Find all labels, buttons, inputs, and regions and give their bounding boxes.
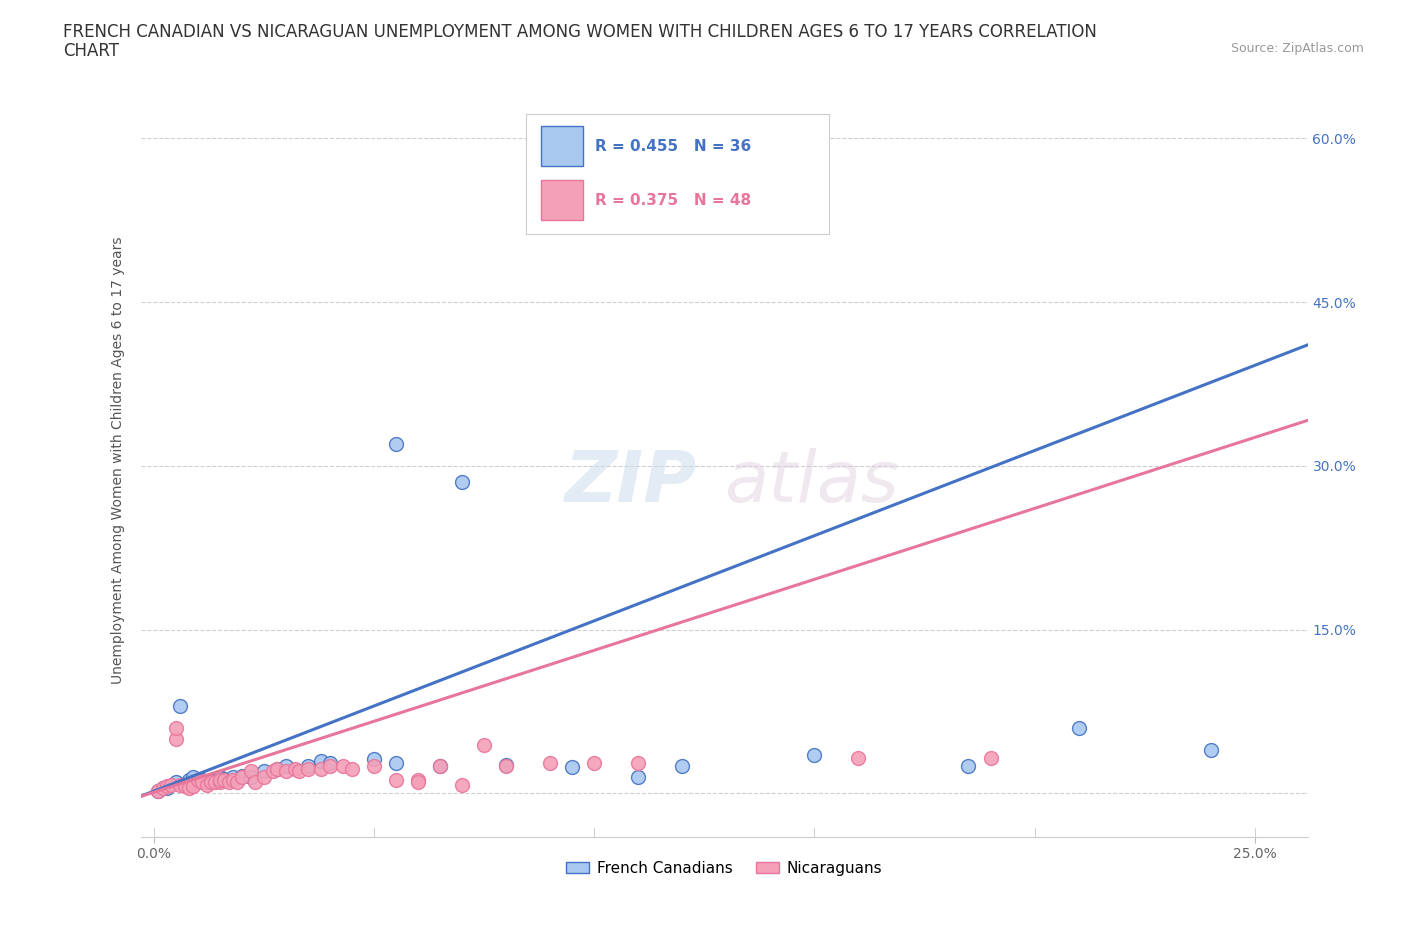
Point	[385, 436, 408, 451]
Point	[340, 762, 363, 777]
Point	[218, 775, 240, 790]
Point	[253, 764, 276, 779]
Point	[284, 762, 307, 777]
Y-axis label: Unemployment Among Women with Children Ages 6 to 17 years: Unemployment Among Women with Children A…	[111, 236, 125, 684]
Point	[148, 784, 170, 799]
Point	[671, 759, 693, 774]
Point	[177, 780, 200, 795]
Point	[222, 773, 245, 788]
Text: FRENCH CANADIAN VS NICARAGUAN UNEMPLOYMENT AMONG WOMEN WITH CHILDREN AGES 6 TO 1: FRENCH CANADIAN VS NICARAGUAN UNEMPLOYME…	[63, 23, 1097, 41]
Point	[165, 731, 187, 746]
Point	[226, 775, 249, 790]
Point	[266, 762, 288, 777]
Point	[803, 748, 825, 763]
Point	[222, 769, 245, 784]
Point	[627, 755, 650, 770]
Point	[363, 759, 385, 774]
Point	[406, 773, 429, 788]
Point	[319, 755, 342, 770]
Point	[561, 760, 583, 775]
Point	[239, 764, 262, 779]
Point	[297, 762, 319, 777]
Point	[495, 758, 517, 773]
Point	[152, 780, 174, 795]
Legend: French Canadians, Nicaraguans: French Canadians, Nicaraguans	[560, 855, 889, 882]
Point	[429, 759, 451, 774]
Point	[406, 775, 429, 790]
Point	[208, 775, 231, 790]
Point	[214, 773, 236, 788]
Point	[191, 775, 214, 790]
Point	[177, 773, 200, 788]
Point	[208, 769, 231, 784]
Point	[152, 780, 174, 795]
Point	[266, 762, 288, 777]
Point	[165, 775, 187, 790]
Point	[231, 768, 253, 783]
Point	[309, 753, 332, 768]
Point	[1067, 721, 1090, 736]
Point	[253, 769, 276, 784]
Text: atlas: atlas	[724, 448, 898, 517]
Point	[187, 773, 209, 788]
Point	[243, 775, 266, 790]
Point	[583, 755, 606, 770]
Point	[195, 777, 218, 792]
Point	[191, 773, 214, 788]
Point	[169, 698, 191, 713]
Point	[173, 777, 195, 792]
Point	[187, 775, 209, 790]
Point	[385, 773, 408, 788]
Point	[848, 751, 870, 765]
Point	[319, 759, 342, 774]
Point	[204, 775, 226, 790]
Point	[332, 759, 354, 774]
Point	[165, 721, 187, 736]
Point	[451, 777, 474, 792]
Point	[627, 769, 650, 784]
Point	[297, 759, 319, 774]
Point	[538, 755, 561, 770]
Point	[262, 764, 284, 779]
Point	[495, 759, 517, 774]
Point	[957, 759, 980, 774]
Point	[472, 737, 495, 752]
Text: ZIP: ZIP	[565, 448, 697, 517]
Point	[231, 769, 253, 784]
Point	[173, 778, 195, 793]
Point	[195, 775, 218, 790]
Point	[160, 777, 183, 792]
Point	[156, 780, 179, 795]
Point	[200, 773, 222, 788]
Point	[183, 778, 205, 793]
Point	[1199, 742, 1222, 757]
Point	[169, 777, 191, 792]
Point	[309, 762, 332, 777]
Point	[274, 759, 297, 774]
Point	[183, 769, 205, 784]
Point	[208, 773, 231, 788]
Text: CHART: CHART	[63, 42, 120, 60]
Point	[156, 778, 179, 793]
Point	[274, 764, 297, 779]
Point	[363, 752, 385, 767]
Point	[200, 775, 222, 790]
Point	[288, 764, 311, 779]
Point	[239, 769, 262, 784]
Text: Source: ZipAtlas.com: Source: ZipAtlas.com	[1230, 42, 1364, 55]
Point	[214, 772, 236, 787]
Point	[148, 784, 170, 799]
Point	[451, 474, 474, 489]
Point	[385, 755, 408, 770]
Point	[429, 759, 451, 774]
Point	[979, 751, 1001, 765]
